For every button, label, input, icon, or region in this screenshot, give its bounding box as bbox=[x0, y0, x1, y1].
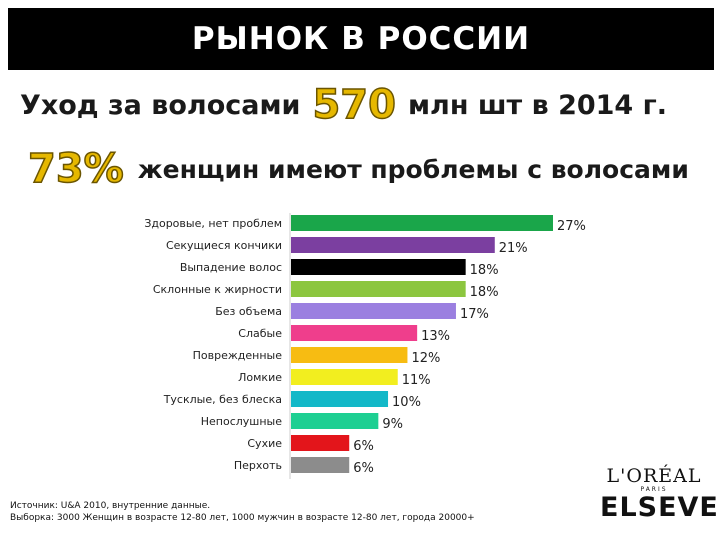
bar bbox=[291, 215, 553, 231]
value-label: 6% bbox=[353, 461, 374, 476]
headline-market-size: Уход за волосами 570 млн шт в 2014 г. bbox=[20, 80, 667, 130]
bar bbox=[291, 347, 408, 363]
bar bbox=[291, 369, 398, 385]
value-label: 18% bbox=[470, 263, 499, 278]
headline-problems-number: 73% bbox=[27, 145, 124, 193]
bar bbox=[291, 413, 379, 429]
bar bbox=[291, 325, 418, 341]
headline-market-number: 570 bbox=[312, 81, 397, 129]
category-label: Здоровые, нет проблем bbox=[144, 217, 282, 230]
bar bbox=[291, 237, 495, 253]
value-label: 9% bbox=[382, 417, 403, 432]
category-label: Секущиеся кончики bbox=[166, 239, 282, 252]
footnote-sample: Выборка: 3000 Женщин в возрасте 12-80 ле… bbox=[10, 513, 475, 523]
value-label: 11% bbox=[402, 373, 431, 388]
header-banner: РЫНОК В РОССИИ bbox=[8, 8, 714, 70]
value-label: 10% bbox=[392, 395, 421, 410]
category-label: Ломкие bbox=[238, 371, 282, 384]
logo-city: PARIS bbox=[640, 486, 668, 493]
bar bbox=[291, 281, 466, 297]
category-label: Слабые bbox=[238, 327, 282, 340]
category-label: Перхоть bbox=[234, 459, 282, 472]
value-label: 12% bbox=[411, 351, 440, 366]
bar bbox=[291, 391, 389, 407]
footnote: Источник: U&A 2010, внутренние данные. В… bbox=[10, 500, 475, 524]
value-label: 18% bbox=[470, 285, 499, 300]
category-label: Поврежденные bbox=[193, 349, 283, 362]
headline-market-suffix: млн шт в 2014 г. bbox=[407, 89, 667, 121]
category-label: Склонные к жирности bbox=[153, 283, 282, 296]
value-label: 27% bbox=[557, 219, 586, 234]
headline-problems: 73% женщин имеют проблемы с волосами bbox=[27, 144, 689, 194]
bar bbox=[291, 259, 466, 275]
category-label: Тусклые, без блеска bbox=[163, 393, 282, 406]
value-label: 13% bbox=[421, 329, 450, 344]
logo-product: ELSEVE bbox=[600, 492, 719, 523]
category-label: Непослушные bbox=[201, 415, 282, 428]
category-label: Выпадение волос bbox=[180, 261, 282, 274]
value-label: 6% bbox=[353, 439, 374, 454]
headline-market-prefix: Уход за волосами bbox=[20, 89, 301, 121]
footnote-source: Источник: U&A 2010, внутренние данные. bbox=[10, 501, 211, 511]
category-label: Сухие bbox=[247, 437, 282, 450]
value-label: 21% bbox=[499, 241, 528, 256]
logo-brand: L'ORÉAL bbox=[606, 465, 702, 487]
headline-problems-text: женщин имеют проблемы с волосами bbox=[137, 154, 689, 184]
category-label: Без объема bbox=[215, 305, 282, 318]
bar bbox=[291, 435, 350, 451]
loreal-elseve-logo: L'ORÉAL PARIS ELSEVE bbox=[600, 465, 719, 526]
page-title: РЫНОК В РОССИИ bbox=[191, 21, 531, 57]
value-label: 17% bbox=[460, 307, 489, 322]
bar bbox=[291, 457, 350, 473]
bar bbox=[291, 303, 456, 319]
hair-problems-bar-chart: Здоровые, нет проблем 27% Секущиеся кончик… bbox=[144, 213, 586, 479]
